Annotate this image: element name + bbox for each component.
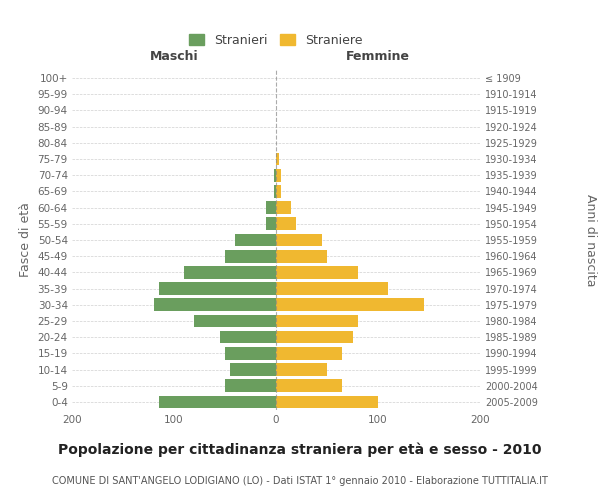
Bar	[266, 202, 276, 214]
Bar	[276, 298, 424, 311]
Bar	[276, 347, 342, 360]
Bar	[230, 363, 276, 376]
Bar	[274, 169, 276, 181]
Bar	[276, 185, 281, 198]
Bar	[266, 218, 276, 230]
Bar	[276, 234, 322, 246]
Bar	[184, 266, 276, 278]
Text: Anni di nascita: Anni di nascita	[584, 194, 597, 286]
Bar	[235, 234, 276, 246]
Legend: Stranieri, Straniere: Stranieri, Straniere	[184, 28, 368, 52]
Bar	[154, 298, 276, 311]
Bar	[158, 282, 276, 295]
Y-axis label: Fasce di età: Fasce di età	[19, 202, 32, 278]
Bar	[274, 185, 276, 198]
Bar	[220, 331, 276, 344]
Text: Popolazione per cittadinanza straniera per età e sesso - 2010: Popolazione per cittadinanza straniera p…	[58, 442, 542, 457]
Bar	[225, 250, 276, 262]
Bar	[194, 314, 276, 328]
Bar	[158, 396, 276, 408]
Bar	[276, 396, 378, 408]
Bar	[276, 266, 358, 278]
Text: COMUNE DI SANT'ANGELO LODIGIANO (LO) - Dati ISTAT 1° gennaio 2010 - Elaborazione: COMUNE DI SANT'ANGELO LODIGIANO (LO) - D…	[52, 476, 548, 486]
Bar	[276, 314, 358, 328]
Bar	[276, 152, 279, 166]
Bar	[276, 380, 342, 392]
Bar	[276, 169, 281, 181]
Text: Maschi: Maschi	[149, 50, 199, 63]
Bar	[276, 202, 292, 214]
Bar	[276, 363, 327, 376]
Text: Femmine: Femmine	[346, 50, 410, 63]
Bar	[276, 250, 327, 262]
Bar	[276, 282, 388, 295]
Bar	[225, 347, 276, 360]
Bar	[276, 331, 353, 344]
Bar	[276, 218, 296, 230]
Bar	[225, 380, 276, 392]
